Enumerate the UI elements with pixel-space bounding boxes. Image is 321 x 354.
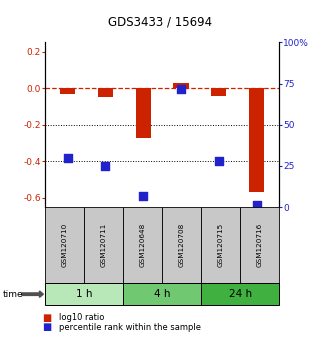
Text: time: time (3, 290, 24, 299)
Bar (136, 88, 151, 138)
Point (216, 158, 221, 164)
Text: 24 h: 24 h (229, 289, 252, 299)
Point (178, 86, 184, 91)
Text: GSM120715: GSM120715 (218, 223, 224, 267)
Text: GSM120708: GSM120708 (178, 223, 185, 267)
Text: ■: ■ (42, 313, 51, 322)
Point (141, 193, 146, 198)
Text: 1 h: 1 h (76, 289, 92, 299)
Text: GDS3433 / 15694: GDS3433 / 15694 (108, 16, 213, 29)
Text: 4 h: 4 h (154, 289, 170, 299)
Text: percentile rank within the sample: percentile rank within the sample (59, 323, 201, 332)
Bar (249, 88, 264, 193)
Point (65, 155, 70, 161)
Text: GSM120716: GSM120716 (257, 223, 263, 267)
Text: GSM120710: GSM120710 (61, 223, 67, 267)
Bar (173, 83, 188, 88)
Text: ■: ■ (42, 322, 51, 332)
Bar (60, 88, 75, 94)
Point (103, 163, 108, 169)
Point (254, 202, 259, 208)
Text: log10 ratio: log10 ratio (59, 313, 105, 322)
Text: GSM120648: GSM120648 (140, 223, 146, 267)
Text: GSM120711: GSM120711 (100, 223, 107, 267)
Bar (98, 88, 113, 97)
Bar (211, 88, 226, 96)
